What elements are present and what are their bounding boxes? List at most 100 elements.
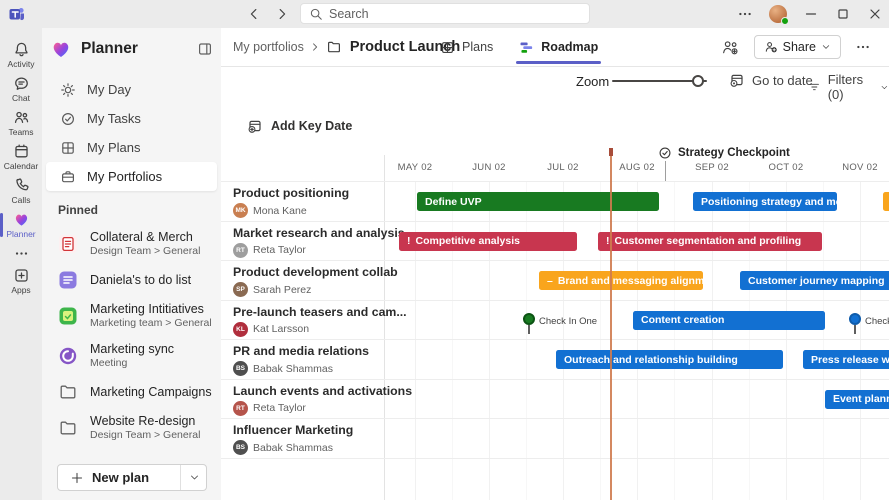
task-row[interactable]: Product positioning MK Mona Kane Define UVP… xyxy=(221,182,889,222)
add-key-date-label: Add Key Date xyxy=(271,119,353,133)
task-title: Product development collab xyxy=(233,265,398,279)
task-assignee: KL Kat Larsson xyxy=(233,321,383,337)
close-button[interactable] xyxy=(867,6,883,22)
gantt-bar[interactable]: Content creation xyxy=(633,310,825,330)
rail-item-calendar[interactable]: Calendar xyxy=(0,140,42,174)
search-icon xyxy=(309,7,323,21)
avatar: BS xyxy=(233,361,248,376)
task-lane: Check In One Content creation Check In xyxy=(221,301,889,340)
sidebar-item-label: My Plans xyxy=(87,140,141,155)
new-plan-button[interactable]: New plan xyxy=(57,464,207,491)
window-controls xyxy=(737,0,883,28)
pinned-item-title: Marketing sync xyxy=(90,342,175,356)
assignee-name: Reta Taylor xyxy=(253,244,306,256)
go-to-date-button[interactable]: Go to date xyxy=(729,72,813,88)
task-row[interactable]: Product development collab SP Sarah Perez –… xyxy=(221,261,889,301)
sidebar-item-my-tasks[interactable]: My Tasks xyxy=(46,104,217,133)
gantt-bar[interactable]: Positioning strategy and mess... xyxy=(693,192,837,211)
zoom-track xyxy=(612,80,707,82)
gantt-bar[interactable]: Define UVP xyxy=(417,192,659,211)
folder-icon xyxy=(58,418,78,438)
task-row[interactable]: Influencer Marketing BS Babak Shammas xyxy=(221,419,889,459)
task-title: Launch events and activations xyxy=(233,383,413,398)
sidebar-item-label: My Day xyxy=(87,82,132,97)
rail-item-activity[interactable]: Activity xyxy=(0,38,42,72)
task-info: Market research and analysis RT Reta Taylo… xyxy=(233,226,405,258)
filters-button[interactable]: Filters (0) xyxy=(808,72,889,102)
milestone-label: Check In One xyxy=(539,315,598,327)
assignee-name: Reta Taylor xyxy=(253,402,306,414)
gantt-bar[interactable]: ! Competitive analysis xyxy=(399,231,577,251)
account-avatar[interactable] xyxy=(769,5,789,25)
task-row[interactable]: PR and media relations BS Babak Shammas Out… xyxy=(221,340,889,380)
task-lane xyxy=(221,419,889,458)
task-row[interactable]: Pre-launch teasers and cam... KL Kat Larss… xyxy=(221,301,889,340)
search-input[interactable]: Search xyxy=(300,3,590,24)
minimize-button[interactable] xyxy=(803,6,819,22)
phone-icon xyxy=(13,177,30,194)
plan-title: Product Launch xyxy=(349,39,461,55)
pinned-item[interactable]: Marketing sync Meeting xyxy=(44,336,221,376)
sidebar-item-my-portfolios[interactable]: My Portfolios xyxy=(46,162,217,191)
gantt-bar[interactable]: Outreach and relationship building xyxy=(556,350,783,369)
zoom-handle[interactable] xyxy=(692,75,704,87)
gantt-bar[interactable]: Event planning xyxy=(825,389,889,409)
task-info: Launch events and activations RT Reta Tayl… xyxy=(233,383,413,416)
gantt-bar[interactable] xyxy=(883,192,889,211)
rail-item-chat[interactable]: Chat xyxy=(0,72,42,106)
rail-item-teams[interactable]: Teams xyxy=(0,106,42,140)
pinned-item[interactable]: Daniela's to do list xyxy=(44,264,221,296)
column-divider xyxy=(384,155,385,500)
bar-label: Event planning xyxy=(833,393,889,405)
folder-icon xyxy=(58,382,78,402)
assignee-name: Sarah Perez xyxy=(253,283,312,296)
pinned-item[interactable]: Website Re-design Design Team > General xyxy=(44,408,221,448)
members-icon[interactable] xyxy=(721,38,740,57)
more-options-icon[interactable] xyxy=(855,39,871,55)
pinned-item[interactable]: Marketing Campaigns xyxy=(44,376,221,408)
gantt-bar[interactable]: Press release writing xyxy=(803,350,889,369)
plan-header: My portfolios Product Launch Plans Roadm… xyxy=(221,28,889,66)
sidebar-item-my-day[interactable]: My Day xyxy=(46,75,217,104)
forward-icon[interactable] xyxy=(274,6,290,22)
key-date-marker[interactable]: Strategy Checkpoint xyxy=(658,146,790,160)
gantt-bar[interactable]: –Brand and messaging alignment xyxy=(539,271,703,290)
task-assignee: RT Reta Taylor xyxy=(233,242,383,258)
avatar: RT xyxy=(233,400,248,416)
rail-item-calls[interactable]: Calls xyxy=(0,174,42,208)
gantt-bar[interactable]: ! Customer segmentation and profiling xyxy=(598,231,822,251)
maximize-button[interactable] xyxy=(835,6,851,22)
pinned-item[interactable]: Marketing Intitiatives Marketing team > G… xyxy=(44,296,221,336)
collapse-sidebar-icon[interactable] xyxy=(197,41,213,57)
milestone-stem xyxy=(528,324,530,334)
pinned-item-text: Website Re-design Design Team > General xyxy=(90,414,200,442)
gantt-bar[interactable]: Customer journey mapping xyxy=(740,271,889,290)
pinned-item-subtitle: Marketing team > General xyxy=(90,317,212,329)
sidebar-item-my-plans[interactable]: My Plans xyxy=(46,133,217,162)
pinned-item-text: Daniela's to do list xyxy=(90,273,191,288)
rail-item-more[interactable] xyxy=(0,242,42,264)
tab-plans-label: Plans xyxy=(462,40,494,54)
pinned-item[interactable]: Collateral & Merch Design Team > General xyxy=(44,224,221,264)
zoom-slider[interactable] xyxy=(612,73,707,89)
planner-nav: My Day My Tasks My Plans My Portfolios xyxy=(44,75,219,191)
back-icon[interactable] xyxy=(246,6,262,22)
task-row[interactable]: Launch events and activations RT Reta Tayl… xyxy=(221,380,889,419)
add-key-date-button[interactable]: Add Key Date xyxy=(247,118,352,134)
pinned-header: Pinned xyxy=(58,203,99,217)
plan-tabs: Plans Roadmap xyxy=(427,28,611,66)
titlebar-more-icon[interactable] xyxy=(737,6,753,22)
rail-item-apps[interactable]: Apps xyxy=(0,264,42,298)
roadmap-icon xyxy=(519,40,534,55)
task-row[interactable]: Market research and analysis RT Reta Taylo… xyxy=(221,222,889,261)
task-assignee: RT Reta Taylor xyxy=(233,400,383,416)
breadcrumb-portfolios-link[interactable]: My portfolios xyxy=(233,40,304,54)
assignee-name: Mona Kane xyxy=(253,204,307,217)
rail-item-planner[interactable]: Planner xyxy=(0,208,42,242)
tab-roadmap[interactable]: Roadmap xyxy=(506,28,611,66)
new-plan-dropdown[interactable] xyxy=(180,465,206,490)
plans-grid-icon xyxy=(440,40,455,55)
tab-plans[interactable]: Plans xyxy=(427,28,506,66)
share-button[interactable]: Share xyxy=(753,35,841,59)
calendar-go-icon xyxy=(729,72,745,88)
